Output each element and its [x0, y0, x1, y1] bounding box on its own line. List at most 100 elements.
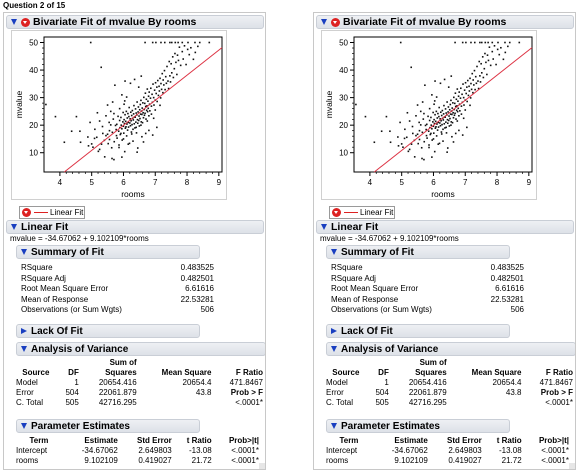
red-triangle-menu-icon[interactable] [21, 17, 30, 27]
collapsed-triangle-icon[interactable] [21, 328, 27, 334]
x-tick-label: 6 [121, 178, 126, 187]
disclosure-triangle-icon[interactable] [11, 224, 17, 230]
disclosure-triangle-icon[interactable] [21, 423, 27, 429]
data-point [456, 105, 458, 107]
resize-corner[interactable] [259, 463, 265, 469]
data-point [118, 107, 121, 110]
data-point [431, 127, 433, 130]
param-column-header: Estimate [394, 436, 428, 445]
data-point [123, 122, 126, 125]
data-point [160, 41, 162, 44]
data-point [121, 139, 123, 141]
summary-label: RSquare Adj [21, 273, 66, 283]
lack-of-fit-header[interactable]: Lack Of Fit [16, 324, 200, 338]
linear-fit-legend[interactable]: Linear Fit [19, 206, 85, 219]
data-point [118, 146, 120, 149]
data-point [156, 100, 158, 103]
data-point [125, 126, 127, 128]
data-point [461, 134, 464, 136]
data-point [162, 91, 164, 94]
data-point [159, 77, 161, 80]
red-triangle-menu-icon[interactable] [22, 208, 31, 217]
disclosure-triangle-icon[interactable] [331, 423, 337, 429]
param-cell: 21.72 [501, 456, 522, 465]
data-point [129, 118, 131, 120]
data-point [160, 82, 162, 85]
param-column-header: Term [29, 436, 49, 445]
param-column-header: Prob>|t| [538, 436, 569, 445]
data-point [194, 41, 196, 44]
data-point [415, 134, 417, 137]
param-cell: <.0001* [541, 456, 569, 465]
summary-label: Observations (or Sum Wgts) [21, 305, 122, 314]
data-point [495, 63, 497, 66]
data-point [142, 102, 144, 104]
data-point [484, 52, 486, 55]
y-tick-label: 20 [29, 121, 38, 130]
fit-line-swatch-icon [34, 212, 48, 213]
bivariate-fit-header[interactable]: Bivariate Fit of mvalue By rooms [316, 15, 574, 29]
data-point [453, 96, 455, 99]
disclosure-triangle-icon[interactable] [11, 19, 17, 25]
data-point [169, 75, 171, 77]
data-point [140, 124, 142, 126]
data-point [435, 110, 438, 113]
anova-header[interactable]: Analysis of Variance [326, 342, 575, 356]
disclosure-triangle-icon[interactable] [331, 346, 337, 352]
red-triangle-menu-icon[interactable] [332, 208, 341, 217]
data-point [402, 146, 404, 149]
data-point [434, 80, 436, 82]
data-point [152, 83, 154, 85]
disclosure-triangle-icon[interactable] [21, 346, 27, 352]
resize-corner[interactable] [569, 463, 575, 469]
disclosure-triangle-icon[interactable] [321, 19, 327, 25]
red-triangle-menu-icon[interactable] [331, 17, 340, 27]
linear-fit-header[interactable]: Linear Fit [316, 220, 574, 234]
data-point [449, 113, 452, 115]
data-point [175, 61, 177, 64]
x-tick-label: 5 [89, 178, 94, 187]
data-point [198, 41, 201, 44]
summary-of-fit-header[interactable]: Summary of Fit [326, 245, 510, 259]
data-point [439, 118, 441, 120]
report-panel-right: Bivariate Fit of mvalue By rooms 10 20 30 4… [313, 12, 576, 470]
parameter-estimates-header[interactable]: Parameter Estimates [326, 419, 510, 433]
anova-header[interactable]: Analysis of Variance [16, 342, 265, 356]
data-point [442, 113, 445, 115]
summary-value: 22.53281 [490, 294, 524, 304]
data-point [63, 141, 66, 144]
data-point [54, 115, 57, 118]
data-point [465, 41, 467, 44]
data-point [413, 156, 416, 158]
data-point [105, 114, 107, 117]
data-point [479, 75, 481, 77]
bivariate-fit-title: Bivariate Fit of mvalue By rooms [33, 16, 197, 28]
data-point [146, 88, 149, 90]
summary-of-fit-header[interactable]: Summary of Fit [16, 245, 200, 259]
data-point [122, 132, 125, 134]
data-point [159, 97, 162, 99]
disclosure-triangle-icon[interactable] [321, 224, 327, 230]
bivariate-fit-header[interactable]: Bivariate Fit of mvalue By rooms [6, 15, 264, 29]
data-point [125, 96, 128, 98]
anova-blank-cell [211, 358, 263, 368]
disclosure-triangle-icon[interactable] [21, 249, 27, 255]
collapsed-triangle-icon[interactable] [331, 328, 337, 334]
data-point [445, 121, 447, 123]
parameter-estimates-header[interactable]: Parameter Estimates [16, 419, 200, 433]
data-point [481, 56, 484, 58]
disclosure-triangle-icon[interactable] [331, 249, 337, 255]
y-tick-label: 30 [29, 94, 38, 103]
linear-fit-legend[interactable]: Linear Fit [329, 206, 395, 219]
data-point [434, 127, 437, 129]
param-column-header: t Ratio [496, 436, 522, 445]
lack-of-fit-header[interactable]: Lack Of Fit [326, 324, 510, 338]
data-point [111, 157, 113, 160]
data-point [441, 109, 444, 112]
linear-fit-header[interactable]: Linear Fit [6, 220, 264, 234]
data-point [161, 72, 164, 75]
data-point [135, 112, 137, 114]
data-point [128, 142, 131, 145]
data-point [437, 112, 439, 115]
param-cell: 21.72 [191, 456, 212, 465]
